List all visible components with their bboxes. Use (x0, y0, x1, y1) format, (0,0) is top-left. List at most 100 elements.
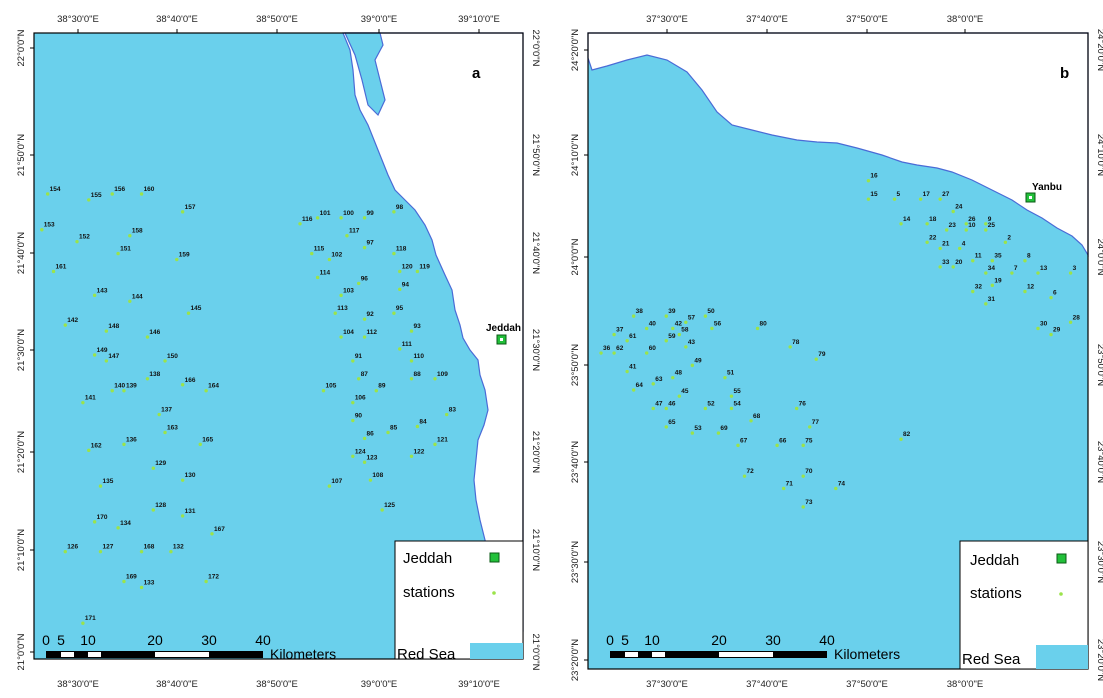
station-label: 148 (108, 323, 119, 330)
station-point (990, 283, 995, 288)
station-label: 12 (1027, 284, 1035, 291)
station-label: 74 (838, 480, 846, 487)
station-point (918, 197, 923, 201)
station-label: 126 (67, 544, 78, 551)
station-point (925, 240, 929, 244)
station-point (781, 486, 786, 491)
station-point (298, 222, 302, 226)
station-point (899, 222, 903, 226)
station-label: 155 (91, 192, 102, 199)
station-label: 133 (144, 579, 155, 586)
station-label: 153 (44, 222, 55, 229)
station-point (145, 335, 150, 339)
station-point (327, 257, 332, 262)
station-label: 134 (120, 520, 131, 527)
station-point (374, 389, 378, 393)
station-label: 64 (636, 382, 644, 389)
map-panel-a: 38°30'0"E 38°40'0"E 38°50'0"E 39°0'0"E 39°10… (0, 0, 551, 693)
station-point (362, 436, 367, 441)
tick-labels: 38°30'0"E 38°40'0"E 38°50'0"E 39°0'0"E 39°10… (16, 14, 541, 690)
station-point (204, 579, 208, 584)
station-label: 151 (120, 246, 131, 253)
legend-sea-swatch (1036, 645, 1088, 669)
station-label: 131 (185, 508, 196, 515)
station-label: 99 (367, 210, 375, 217)
station-point (180, 383, 185, 387)
station-point (964, 222, 968, 226)
station-point (729, 406, 734, 411)
station-label: 101 (320, 210, 331, 217)
station-point (63, 549, 67, 554)
station-label: 120 (402, 263, 413, 270)
station-label: 171 (85, 615, 96, 622)
station-label: 162 (91, 442, 102, 449)
station-point (180, 210, 185, 214)
left-tick-label: 23°40'0"N (570, 441, 581, 483)
station-point (333, 311, 337, 315)
station-label: 34 (988, 265, 996, 272)
right-tick-label: 22°0'0"N (530, 30, 541, 67)
station-point (984, 222, 988, 226)
scalebar: 0 5 10 20 30 40 Kilometers (606, 632, 900, 662)
top-tick-label: 37°50'0"E (846, 14, 888, 25)
legend-city-symbol (1056, 553, 1067, 564)
station-label: 2 (1007, 234, 1011, 241)
legend-sea-swatch (470, 643, 523, 659)
station-point (356, 377, 361, 381)
right-tick-label: 24°0'0"N (1095, 239, 1103, 276)
scale-label: 40 (255, 632, 271, 648)
station-point (664, 339, 668, 343)
station-point (938, 197, 942, 201)
station-label: 103 (343, 287, 354, 294)
station-label: 16 (870, 173, 878, 180)
station-label: 82 (903, 431, 911, 438)
station-label: 90 (355, 413, 363, 420)
station-label: 76 (799, 400, 807, 407)
station-label: 161 (56, 263, 67, 270)
right-tick-label: 24°10'0"N (1095, 134, 1103, 176)
station-label: 66 (779, 437, 787, 444)
station-label: 144 (132, 293, 143, 300)
scale-label: 30 (765, 632, 781, 648)
station-point (944, 228, 949, 232)
station-label: 167 (214, 526, 225, 533)
station-label: 166 (185, 377, 196, 384)
station-point (139, 585, 144, 590)
tick-labels: 37°30'0"E 37°40'0"E 37°50'0"E 38°0'0"E 37°30… (570, 14, 1103, 690)
station-point (1068, 271, 1073, 275)
station-point (368, 478, 373, 482)
station-point (958, 246, 962, 251)
bottom-tick-label: 38°50'0"E (256, 679, 298, 690)
station-point (938, 246, 942, 251)
bottom-tick-label: 37°30'0"E (646, 679, 688, 690)
station-label: 31 (988, 296, 996, 303)
station-point (339, 293, 343, 298)
station-point (40, 228, 44, 232)
station-label: 65 (668, 419, 676, 426)
scale-label: 20 (147, 632, 163, 648)
station-label: 60 (649, 345, 657, 352)
station-label: 150 (167, 353, 178, 360)
station-label: 129 (155, 460, 166, 467)
station-point (110, 389, 114, 393)
station-point (775, 443, 779, 448)
station-point (599, 351, 603, 355)
scale-label: 10 (644, 632, 660, 648)
station-point (362, 335, 367, 339)
station-point (169, 549, 173, 554)
station-point (409, 454, 414, 458)
station-label: 27 (942, 191, 950, 198)
station-point (866, 179, 871, 183)
station-label: 17 (923, 191, 931, 198)
station-point (925, 222, 929, 226)
station-point (1068, 320, 1073, 324)
station-point (723, 375, 727, 380)
bottom-tick-label: 38°30'0"E (57, 679, 99, 690)
station-point (612, 351, 616, 355)
city-marker: Yanbu (1025, 182, 1062, 203)
station-point (938, 265, 942, 269)
station-point (1023, 289, 1027, 294)
station-point (351, 418, 355, 423)
scale-label: 5 (57, 632, 65, 648)
station-label: 10 (968, 222, 976, 229)
